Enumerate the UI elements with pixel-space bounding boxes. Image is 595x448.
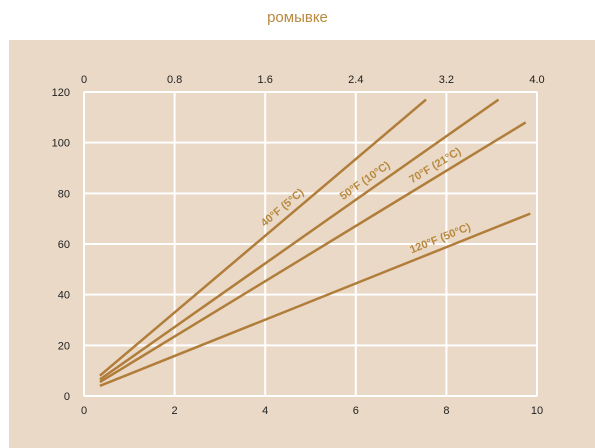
series-line (99, 212, 531, 388)
caption-fragment: ромывке (267, 9, 328, 26)
series-line (99, 121, 527, 384)
y-tick-label: 100 (52, 138, 70, 150)
y-tick-label: 20 (58, 340, 70, 352)
y-tick-label: 120 (52, 87, 70, 99)
series-line (99, 98, 427, 377)
y-tick-label: 0 (64, 391, 70, 403)
series-label-group: 120°F (50°C) (408, 221, 473, 256)
x-top-tick-label: 1.6 (258, 74, 273, 86)
series-label: 120°F (50°C) (408, 221, 473, 256)
y-tick-label: 60 (58, 239, 70, 251)
x-tick-label: 4 (262, 405, 268, 417)
y-tick-label: 80 (58, 188, 70, 200)
x-tick-label: 0 (81, 405, 87, 417)
x-top-tick-label: 4.0 (529, 74, 544, 86)
x-top-tick-label: 3.2 (439, 74, 454, 86)
x-top-tick-label: 2.4 (348, 74, 363, 86)
x-top-tick-label: 0 (81, 74, 87, 86)
x-tick-label: 2 (172, 405, 178, 417)
x-tick-label: 10 (531, 405, 543, 417)
x-top-tick-label: 0.8 (167, 74, 182, 86)
chart-panel: 0 20 40 60 80 100 120 0 2 4 6 8 10 0 0.8 1.6 2.4 3.2 4.0 40… (9, 40, 595, 448)
x-tick-label: 8 (443, 405, 449, 417)
series-line (99, 98, 500, 381)
page-header: ромывке (0, 0, 595, 40)
y-tick-label: 40 (58, 290, 70, 302)
x-tick-label: 6 (353, 405, 359, 417)
